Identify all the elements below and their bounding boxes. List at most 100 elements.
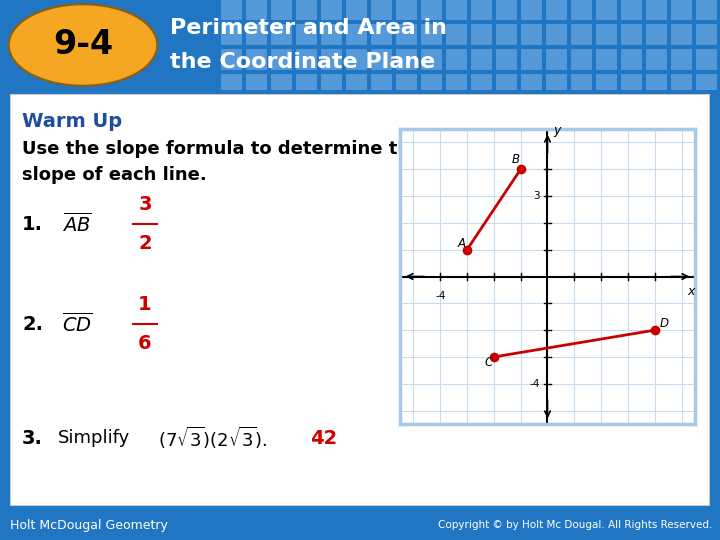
Bar	[595, 23, 617, 45]
Bar	[645, 48, 667, 70]
Text: C: C	[485, 356, 492, 369]
Bar	[695, 73, 717, 95]
Text: 2: 2	[138, 234, 152, 253]
Bar	[595, 0, 617, 20]
Text: D: D	[660, 318, 669, 330]
Bar	[545, 48, 567, 70]
Bar	[545, 23, 567, 45]
Bar	[645, 0, 667, 20]
Bar	[345, 23, 367, 45]
Bar	[295, 48, 317, 70]
Bar	[645, 73, 667, 95]
Bar	[570, 23, 592, 45]
Bar	[470, 73, 492, 95]
Bar	[220, 23, 242, 45]
Bar	[570, 48, 592, 70]
Bar	[470, 48, 492, 70]
Bar	[470, 23, 492, 45]
Text: Copyright © by Holt Mc Dougal. All Rights Reserved.: Copyright © by Holt Mc Dougal. All Right…	[438, 520, 712, 530]
Bar	[495, 23, 517, 45]
Bar	[370, 73, 392, 95]
Bar	[320, 23, 342, 45]
Bar	[445, 23, 467, 45]
Bar	[345, 48, 367, 70]
Bar	[520, 48, 542, 70]
Text: A: A	[458, 237, 466, 250]
Bar	[370, 48, 392, 70]
Bar	[270, 48, 292, 70]
Bar	[445, 0, 467, 20]
Bar	[620, 48, 642, 70]
Text: slope of each line.: slope of each line.	[22, 166, 207, 184]
Bar	[395, 73, 417, 95]
Bar	[295, 23, 317, 45]
Bar	[695, 48, 717, 70]
Text: 1: 1	[138, 295, 152, 314]
Text: Simplify: Simplify	[58, 429, 130, 447]
Bar	[520, 23, 542, 45]
Bar	[545, 73, 567, 95]
Bar	[320, 73, 342, 95]
Text: $\overline{CD}$: $\overline{CD}$	[62, 312, 93, 336]
Bar	[245, 0, 267, 20]
Bar	[670, 23, 692, 45]
Text: Perimeter and Area in: Perimeter and Area in	[170, 18, 447, 38]
Text: -4: -4	[529, 379, 539, 389]
Bar	[670, 0, 692, 20]
Bar	[270, 73, 292, 95]
Bar	[420, 23, 442, 45]
Text: 2.: 2.	[22, 314, 43, 334]
Text: Warm Up: Warm Up	[22, 112, 122, 131]
Bar	[320, 48, 342, 70]
Bar	[520, 0, 542, 20]
Bar	[570, 0, 592, 20]
Bar	[395, 48, 417, 70]
Bar	[645, 23, 667, 45]
Bar	[370, 0, 392, 20]
Bar	[270, 0, 292, 20]
Text: Holt McDougal Geometry: Holt McDougal Geometry	[10, 518, 168, 531]
Bar	[595, 73, 617, 95]
FancyBboxPatch shape	[10, 94, 710, 506]
Text: the Coordinate Plane: the Coordinate Plane	[170, 52, 436, 72]
Bar	[220, 0, 242, 20]
Text: 6: 6	[138, 334, 152, 353]
Bar	[395, 23, 417, 45]
Bar	[670, 73, 692, 95]
Bar	[270, 23, 292, 45]
Text: x: x	[687, 285, 694, 298]
Bar	[295, 0, 317, 20]
Text: $\overline{AB}$: $\overline{AB}$	[62, 212, 91, 236]
Bar	[470, 0, 492, 20]
Text: 9-4: 9-4	[53, 28, 113, 60]
Bar	[595, 48, 617, 70]
Bar	[570, 73, 592, 95]
Bar	[295, 73, 317, 95]
Bar	[345, 0, 367, 20]
Bar	[395, 0, 417, 20]
Text: $(7\sqrt{3})(2\sqrt{3}).$: $(7\sqrt{3})(2\sqrt{3}).$	[158, 425, 268, 451]
Bar	[370, 23, 392, 45]
Text: 3: 3	[138, 195, 152, 214]
Text: 1.: 1.	[22, 214, 43, 233]
Text: 3: 3	[533, 191, 539, 201]
Text: Use the slope formula to determine the: Use the slope formula to determine the	[22, 140, 423, 158]
Bar	[245, 23, 267, 45]
Bar	[620, 0, 642, 20]
Bar	[220, 73, 242, 95]
Text: 42: 42	[310, 429, 337, 448]
Text: 3.: 3.	[22, 429, 43, 448]
Bar	[495, 48, 517, 70]
Bar	[620, 23, 642, 45]
Bar	[520, 73, 542, 95]
Bar	[220, 48, 242, 70]
Ellipse shape	[11, 6, 156, 84]
Bar	[345, 73, 367, 95]
Bar	[420, 0, 442, 20]
Bar	[620, 73, 642, 95]
Bar	[445, 48, 467, 70]
Bar	[545, 0, 567, 20]
Text: -4: -4	[435, 291, 446, 301]
Bar	[445, 73, 467, 95]
Bar	[420, 48, 442, 70]
